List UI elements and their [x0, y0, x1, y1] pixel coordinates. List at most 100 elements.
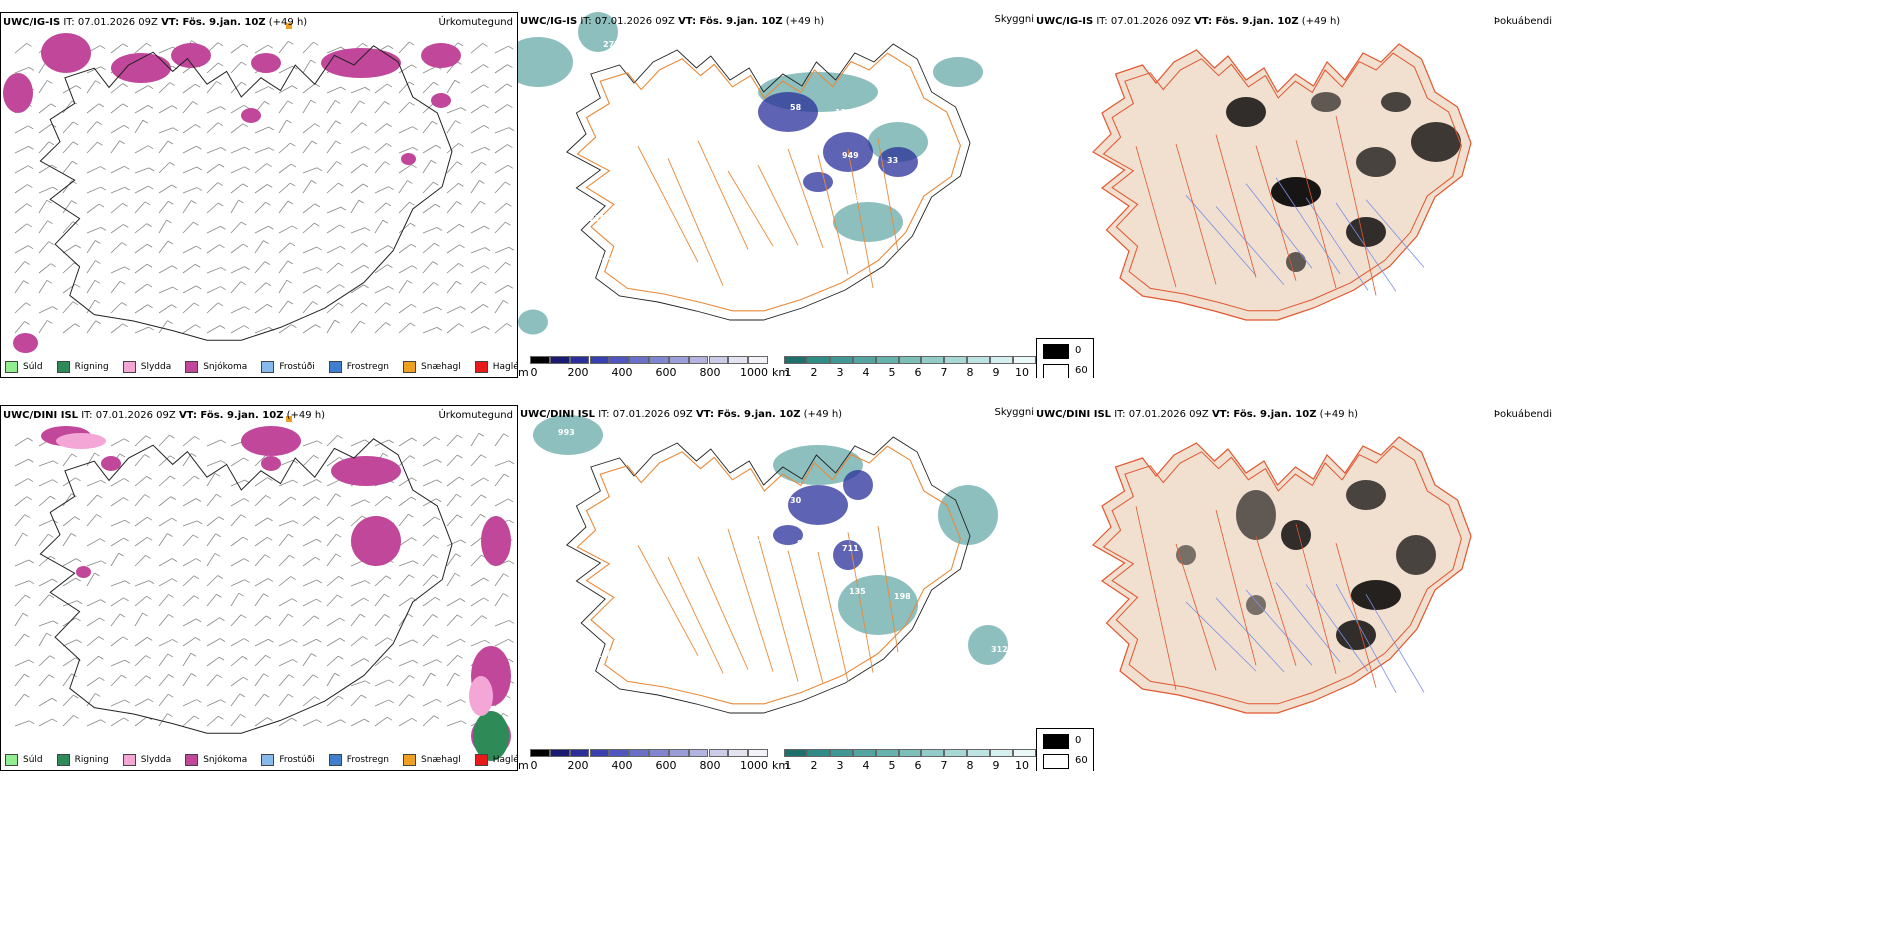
wind-barb [254, 554, 266, 567]
legend-item: Frostregn [328, 361, 389, 373]
wind-barb-flag [364, 227, 371, 232]
wind-barb-flag [24, 321, 30, 325]
wind-barb-flag [455, 553, 461, 558]
wind-barb [422, 261, 434, 274]
wind-barb-flag [167, 653, 174, 658]
wind-barb-flag [242, 676, 249, 681]
wind-barb [86, 226, 102, 234]
wind-barb-flag [243, 104, 250, 109]
wind-barb [38, 199, 48, 214]
road [757, 535, 799, 682]
wind-barb [158, 127, 174, 134]
wind-barb [110, 699, 125, 707]
snow-area [321, 48, 401, 78]
wind-barb-flag [242, 183, 249, 188]
fog-roads [1102, 52, 1462, 312]
wind-barb-flag [147, 105, 154, 109]
snow-area [421, 43, 461, 68]
wind-barb [278, 41, 289, 54]
snow-area [3, 73, 33, 113]
wind-barb [158, 533, 168, 547]
wind-barb-flag [287, 100, 293, 105]
wind-barb [14, 67, 30, 74]
wind-barb [230, 183, 244, 194]
wind-barb [446, 614, 458, 627]
fog-panel-top: 0 60 UWC/IG-IS IT: 07.01.2026 09Z VT: Fö… [1036, 12, 1556, 378]
fog-roads [1102, 445, 1462, 705]
wind-barb-flag [433, 715, 440, 719]
wind-barb [422, 596, 436, 607]
wind-barb [254, 495, 266, 507]
wind-barb [350, 515, 363, 527]
wind-barb-flag [98, 203, 105, 208]
wind-barb-flag [312, 301, 318, 305]
wind-barb-flag [52, 306, 58, 310]
wind-barb [230, 457, 244, 467]
wind-barb-flag [480, 454, 487, 459]
wind-barb-flag [48, 594, 55, 599]
wind-barb [374, 699, 389, 707]
wind-barb-flag [171, 105, 178, 109]
wind-barb-flag [75, 283, 81, 288]
wind-barb-flag [214, 552, 221, 557]
wind-barb [350, 718, 365, 727]
wind-barb-flag [123, 478, 130, 482]
river [1215, 206, 1285, 286]
wind-barb [374, 143, 387, 154]
ceiling-label: 198 [894, 592, 911, 601]
wind-barb-flag [95, 240, 101, 244]
wind-barb [38, 280, 48, 294]
wind-barb-flag [338, 302, 344, 307]
wind-barb-flag [456, 161, 463, 166]
fog-area [1336, 620, 1376, 650]
wind-barb-flag [171, 517, 178, 522]
wind-barb [86, 103, 100, 114]
wind-barb-flag [412, 147, 419, 151]
wind-barb [62, 600, 78, 607]
wind-barb [254, 261, 266, 274]
colorbar-segment [589, 749, 610, 757]
wind-barb [302, 180, 312, 194]
wind-barb [86, 66, 101, 74]
wind-barb [446, 223, 460, 234]
wind-barb [182, 83, 196, 94]
wind-barb-flag [98, 636, 104, 640]
wind-barb [494, 638, 509, 647]
wind-barb [422, 66, 437, 74]
colorbar-segment [649, 749, 669, 757]
wind-barb [206, 325, 221, 334]
colorbar-tick: 3 [836, 759, 844, 771]
wind-barb-flag [432, 574, 439, 579]
wind-barb [398, 537, 412, 547]
wind-barb-flag [28, 146, 34, 150]
wind-barb-flag [191, 200, 197, 204]
legend-label: Snjókoma [203, 362, 248, 372]
wind-barb [278, 300, 289, 314]
wind-barb-flag [145, 555, 151, 559]
wind-barb-flag [458, 183, 464, 187]
wind-barb [158, 320, 168, 334]
wind-barb [278, 613, 289, 627]
wind-barb [398, 126, 413, 134]
wind-barb-flag [387, 45, 394, 49]
wind-barb [422, 436, 436, 447]
wind-barb [182, 221, 194, 234]
wind-barb-flag [243, 638, 250, 642]
colorbar-tick: 8 [966, 366, 974, 378]
legend-item: Snæhagl [403, 754, 461, 766]
wind-barb-flag [94, 572, 100, 577]
fog-area [1286, 252, 1306, 272]
ceiling-label: 944 [700, 486, 717, 495]
wind-barb [206, 286, 221, 294]
wind-barb [470, 265, 485, 274]
wind-barb-flag [193, 575, 200, 580]
ceiling-labels: 993 551 937 135 688 872 944 87 198 312 210 170 711 85… [558, 428, 1008, 664]
wind-barb [14, 659, 29, 667]
wind-barb-flag [484, 326, 490, 330]
wind-barb [110, 717, 124, 727]
wind-barb-flag [217, 62, 224, 67]
wind-barb [230, 693, 241, 707]
ceiling-label: 711 [842, 544, 859, 553]
panel-variable-label: Þokuábendi [1493, 409, 1552, 420]
wind-barb [62, 180, 72, 194]
